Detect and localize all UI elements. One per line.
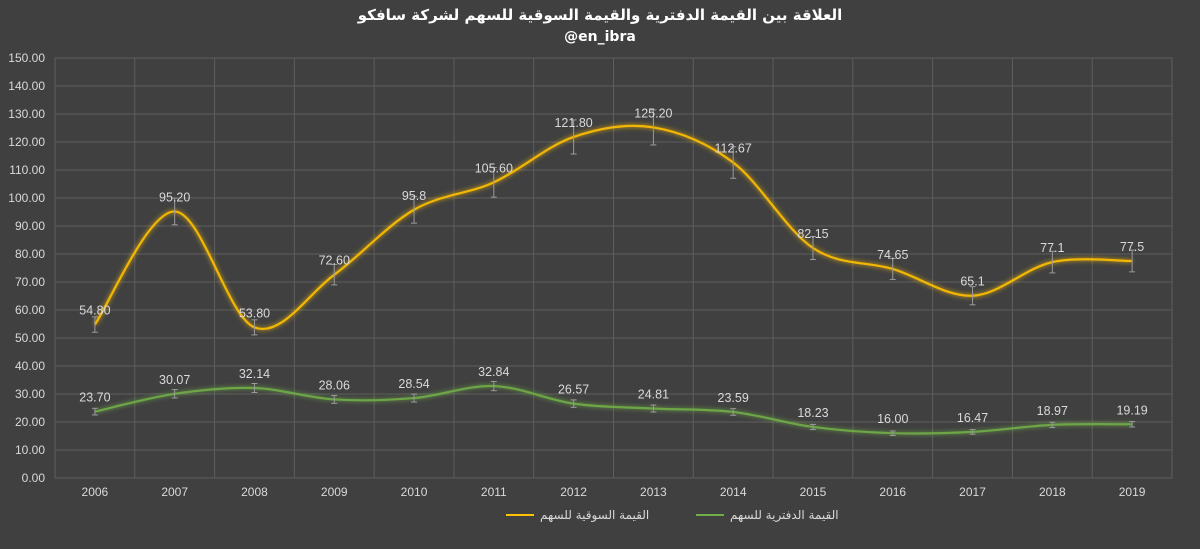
data-label: 32.14 xyxy=(239,367,270,381)
y-tick-label: 0.00 xyxy=(22,471,46,485)
x-tick-label: 2019 xyxy=(1119,485,1146,499)
data-label: 112.67 xyxy=(715,142,752,156)
y-tick-label: 120.00 xyxy=(8,135,45,149)
x-tick-label: 2008 xyxy=(241,485,268,499)
y-tick-label: 110.00 xyxy=(9,163,45,177)
series-1 xyxy=(91,380,1136,436)
data-label: 28.54 xyxy=(398,377,429,391)
data-label: 77.1 xyxy=(1040,241,1064,255)
legend-item-1: القيمة الدفترية للسهم xyxy=(696,508,839,523)
data-label: 53.80 xyxy=(239,306,270,320)
data-label: 32.84 xyxy=(478,365,509,379)
x-tick-label: 2014 xyxy=(720,485,747,499)
x-tick-label: 2007 xyxy=(161,485,188,499)
y-tick-label: 80.00 xyxy=(15,247,45,261)
data-label: 54.80 xyxy=(79,304,110,318)
data-label: 16.00 xyxy=(877,412,908,426)
legend-label: القيمة الدفترية للسهم xyxy=(730,508,839,523)
y-tick-label: 130.00 xyxy=(8,107,45,121)
data-label: 72.60 xyxy=(319,254,350,268)
y-tick-label: 10.00 xyxy=(15,443,45,457)
data-label: 23.59 xyxy=(718,391,749,405)
y-tick-label: 140.00 xyxy=(8,79,45,93)
y-tick-label: 90.00 xyxy=(15,219,45,233)
x-tick-label: 2018 xyxy=(1039,485,1066,499)
y-tick-label: 40.00 xyxy=(15,359,45,373)
x-tick-label: 2006 xyxy=(82,485,109,499)
y-tick-label: 150.00 xyxy=(8,51,45,65)
data-label: 19.19 xyxy=(1116,403,1147,417)
x-tick-label: 2009 xyxy=(321,485,348,499)
data-label: 28.06 xyxy=(319,378,350,392)
data-label: 82.15 xyxy=(797,227,828,241)
y-tick-label: 20.00 xyxy=(15,415,45,429)
chart-subtitle: @en_ibra xyxy=(564,29,636,45)
data-label: 23.70 xyxy=(79,391,110,405)
y-tick-label: 30.00 xyxy=(15,387,45,401)
data-label: 18.97 xyxy=(1037,404,1068,418)
y-tick-label: 70.00 xyxy=(15,275,45,289)
x-tick-label: 2010 xyxy=(401,485,428,499)
series-line xyxy=(93,124,1133,331)
data-label: 18.23 xyxy=(797,406,828,420)
data-label: 95.8 xyxy=(402,189,426,203)
data-label: 30.07 xyxy=(159,373,190,387)
data-label: 121.80 xyxy=(554,116,592,130)
data-label: 77.5 xyxy=(1120,240,1144,254)
x-tick-label: 2016 xyxy=(879,485,906,499)
data-label: 26.57 xyxy=(558,383,589,397)
x-tick-label: 2013 xyxy=(640,485,667,499)
y-tick-label: 60.00 xyxy=(15,303,45,317)
data-label: 95.20 xyxy=(159,190,190,204)
legend-item-0: القيمة السوقية للسهم xyxy=(506,508,649,523)
chart-title: العلاقة بين القيمة الدفترية والقيمة السو… xyxy=(357,6,843,24)
data-label: 74.65 xyxy=(877,248,908,262)
legend-label: القيمة السوقية للسهم xyxy=(540,508,649,523)
y-tick-label: 50.00 xyxy=(15,331,45,345)
y-tick-label: 100.00 xyxy=(8,191,45,205)
data-label: 125.20 xyxy=(634,106,672,120)
data-label: 16.47 xyxy=(957,411,988,425)
x-tick-label: 2012 xyxy=(560,485,587,499)
x-tick-label: 2015 xyxy=(800,485,827,499)
x-tick-label: 2011 xyxy=(481,485,507,499)
data-label: 65.1 xyxy=(960,275,984,289)
data-label: 24.81 xyxy=(638,388,669,402)
x-tick-label: 2017 xyxy=(959,485,986,499)
series-line xyxy=(94,384,1133,435)
data-label: 105.60 xyxy=(475,161,513,175)
series-0 xyxy=(91,109,1136,336)
